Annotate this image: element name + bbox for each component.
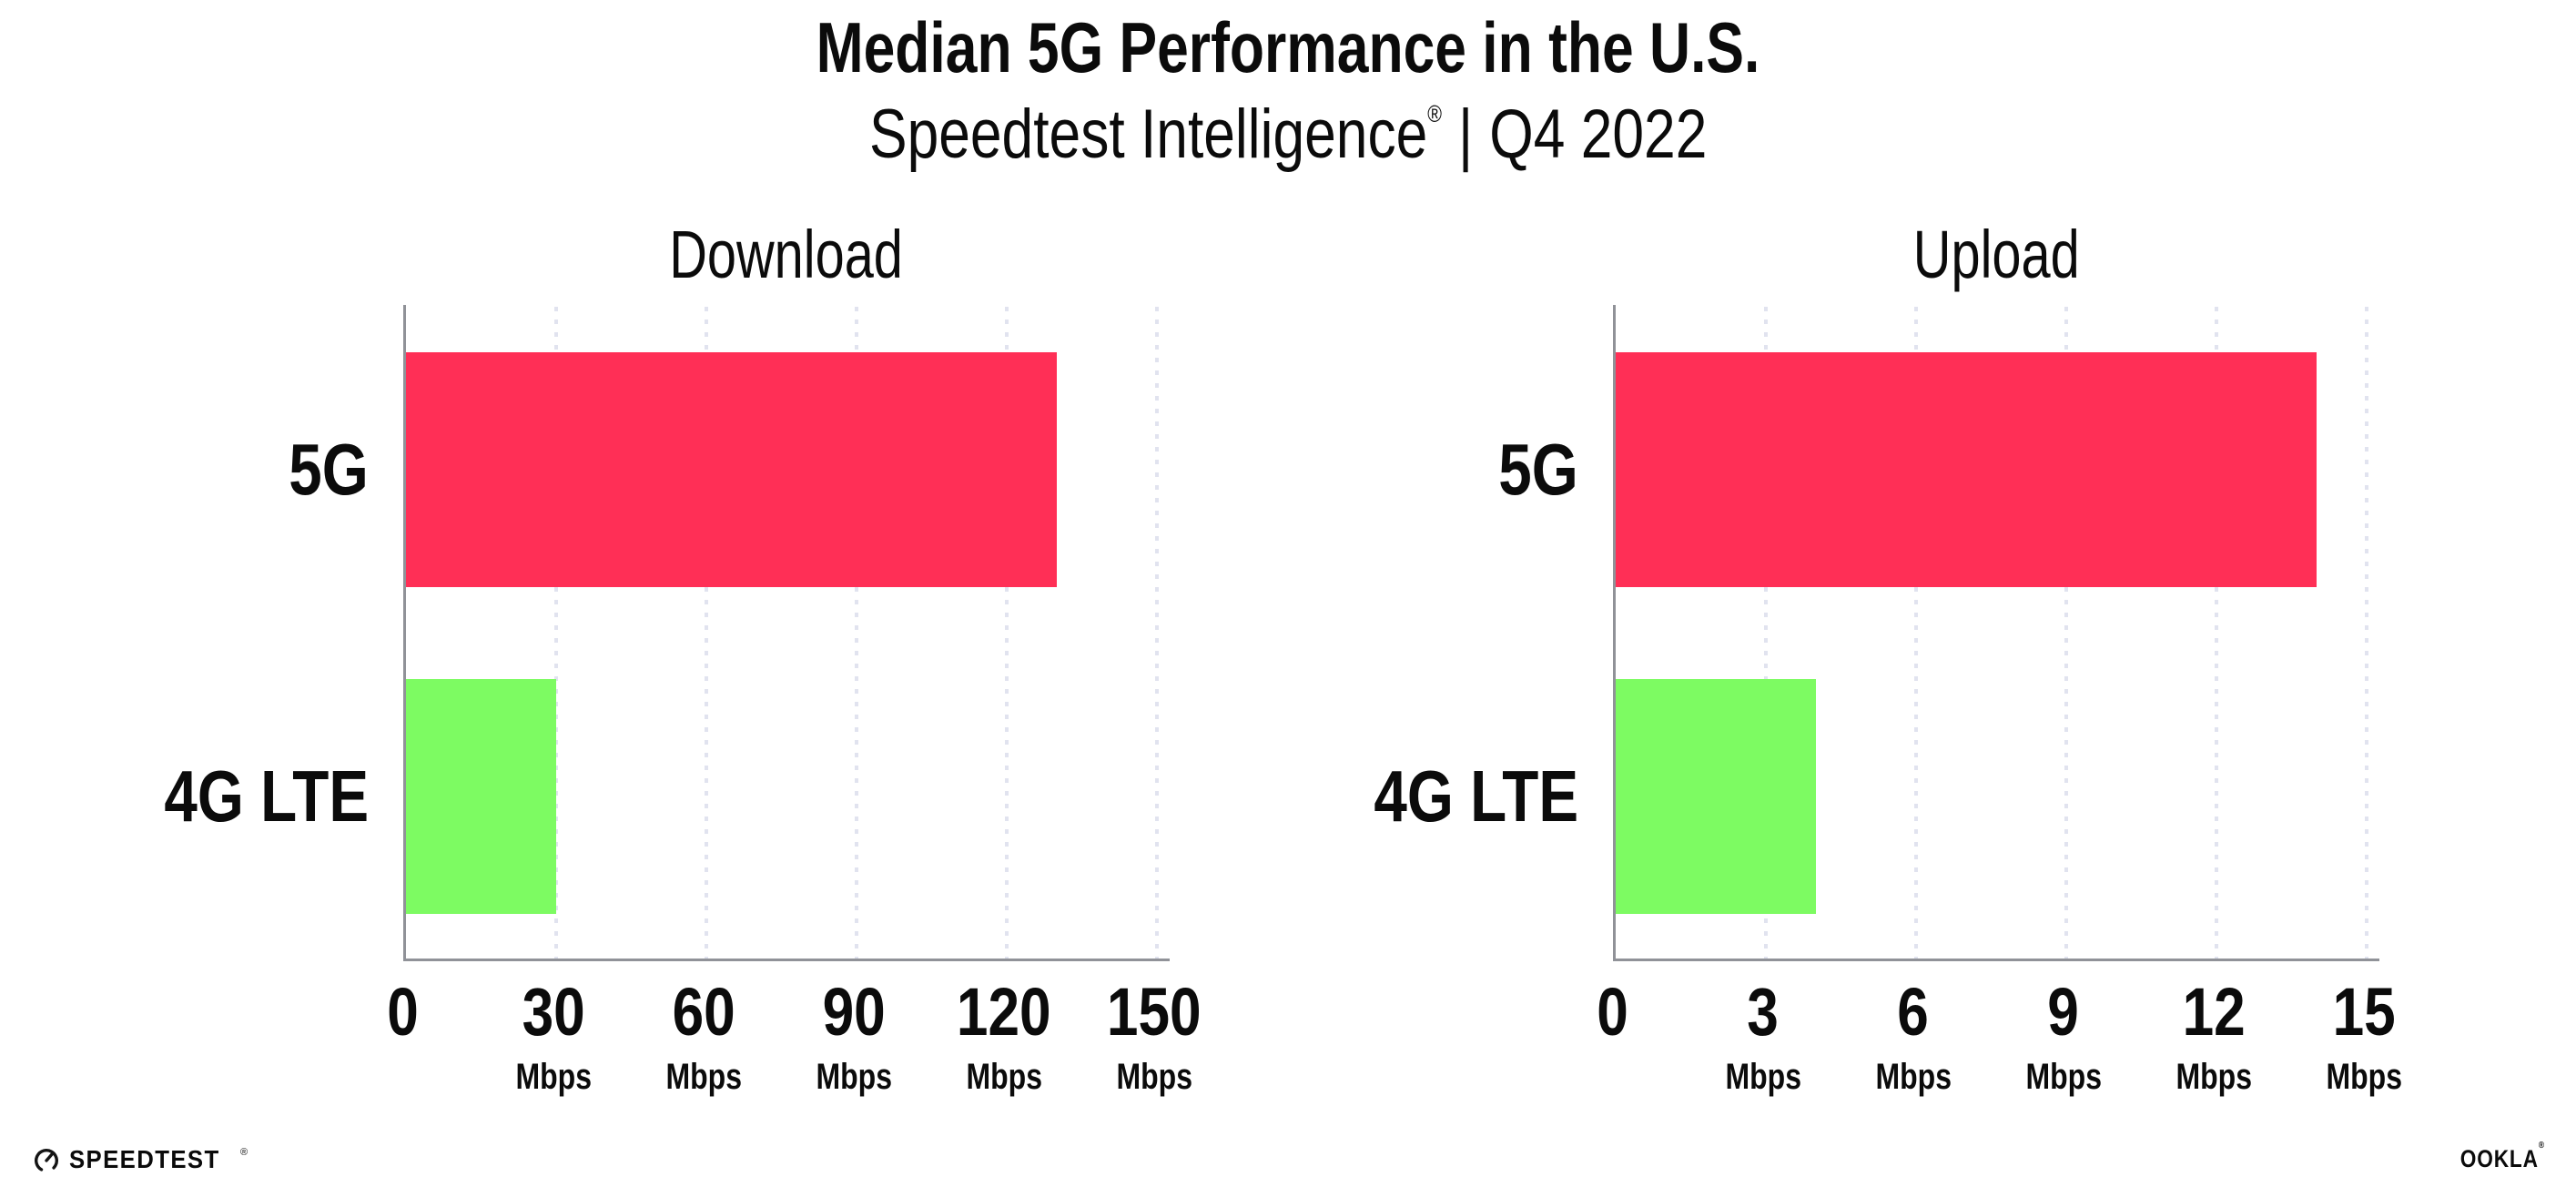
x-tick-value: 0 [387,974,420,1050]
bar-4g-lte [1616,679,1816,914]
gridline-90 [855,307,858,959]
x-tick-value: 60 [672,974,735,1050]
category-label-4g-lte: 4G LTE [164,756,369,837]
x-tick-unit: Mbps [1116,1057,1192,1097]
bar-4g-lte [406,679,556,914]
x-tick-unit: Mbps [2175,1057,2252,1097]
x-tick-unit: Mbps [515,1057,592,1097]
gridline-12 [2215,307,2218,959]
x-tick-value: 0 [1597,974,1629,1050]
upload-plot-area [1613,305,2368,959]
x-tick-value: 3 [1747,974,1780,1050]
gridline-30 [554,307,558,959]
download-plot-area [403,305,1159,959]
upload-x-axis-ticks: 0 3 Mbps 6 Mbps 9 Mbps 12 Mbps 15 Mbps [1597,974,2402,1106]
gridline-15 [2365,307,2368,959]
x-tick-value: 120 [957,974,1051,1050]
gridline-6 [1914,307,1918,959]
subtitle-period: Q4 2022 [1489,96,1708,173]
gridline-120 [1005,307,1009,959]
speedtest-gauge-icon [34,1148,59,1173]
subtitle-separator: | [1457,96,1474,173]
x-tick-value: 30 [522,974,585,1050]
page-title-text: Median 5G Performance in the U.S. [816,7,1760,87]
x-tick-value: 6 [1897,974,1930,1050]
download-chart-title: Download [669,217,904,292]
x-tick-value: 9 [2047,974,2080,1050]
category-label-5g: 5G [289,429,369,510]
category-label-5g: 5G [1498,429,1578,510]
ookla-logo: OOKLA® [2444,1141,2545,1172]
page-title: Median 5G Performance in the U.S. [0,12,2576,83]
upload-chart-title: Upload [1912,217,2080,292]
x-tick-unit: Mbps [665,1057,742,1097]
gridline-150 [1155,307,1159,959]
x-tick-unit: Mbps [1875,1057,1952,1097]
bar-5g [406,352,1057,587]
download-x-axis-line [403,959,1170,961]
speedtest-trademark: ® [239,1147,248,1158]
x-tick-unit: Mbps [1725,1057,1801,1097]
x-tick-unit: Mbps [966,1057,1042,1097]
x-tick-unit: Mbps [2326,1057,2402,1097]
x-tick-value: 90 [822,974,886,1050]
gridline-60 [705,307,708,959]
speedtest-logo: SPEEDTEST ® [33,1146,249,1173]
bar-5g [1616,352,2317,587]
registered-mark: ® [1427,100,1442,127]
category-label-4g-lte: 4G LTE [1374,756,1578,837]
gridline-3 [1764,307,1768,959]
x-tick-unit: Mbps [2025,1057,2102,1097]
gridline-9 [2064,307,2068,959]
ookla-trademark: ® [2538,1141,2545,1151]
download-x-axis-ticks: 0 30 Mbps 60 Mbps 90 Mbps 120 Mbps 150 Mbps [388,974,1202,1106]
subtitle-brand: Speedtest Intelligence [868,96,1428,173]
ookla-wordmark: OOKLA [2459,1145,2539,1172]
x-tick-value: 15 [2332,974,2396,1050]
speedtest-wordmark: SPEEDTEST [69,1145,220,1173]
upload-x-axis-line [1613,959,2379,961]
x-tick-value: 150 [1107,974,1202,1050]
page-subtitle: Speedtest Intelligence® | Q4 2022 [0,100,2576,169]
x-tick-value: 12 [2182,974,2246,1050]
x-tick-unit: Mbps [816,1057,892,1097]
